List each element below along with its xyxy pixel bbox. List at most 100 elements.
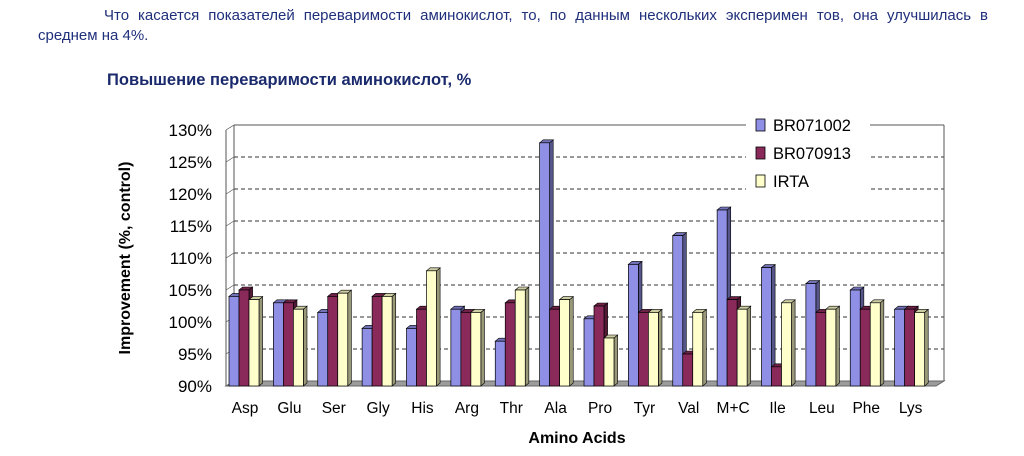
bar <box>416 308 427 387</box>
legend-swatch <box>755 118 766 132</box>
x-tick-label: Ile <box>769 400 785 417</box>
bar <box>648 312 659 387</box>
bar <box>337 292 349 387</box>
bar <box>293 308 304 387</box>
bar <box>849 289 861 387</box>
legend-label: BR070913 <box>773 145 851 163</box>
bar <box>672 235 684 387</box>
bar <box>904 308 915 387</box>
bar-side <box>658 308 663 387</box>
bar <box>361 328 373 387</box>
bar <box>894 308 905 387</box>
bar <box>692 312 704 387</box>
bar <box>914 312 925 387</box>
y-tick-label: 105% <box>169 281 212 300</box>
bar-side <box>258 295 263 387</box>
bar <box>504 302 516 387</box>
bar-side <box>347 289 352 387</box>
bar-side <box>924 308 929 387</box>
bar <box>273 302 284 387</box>
bar <box>726 299 738 387</box>
legend-swatch <box>755 174 766 188</box>
bar-side <box>391 292 397 387</box>
bar <box>805 283 817 387</box>
bar <box>869 302 881 387</box>
bar <box>736 308 748 387</box>
x-tick-label: Val <box>678 400 699 417</box>
gridline-side <box>225 220 235 227</box>
bar <box>716 209 728 387</box>
y-tick-label: 125% <box>169 153 212 172</box>
x-tick-label: Thr <box>500 400 523 417</box>
bar-side <box>524 286 530 387</box>
bar <box>825 308 837 387</box>
bar-side <box>835 305 840 387</box>
bar <box>494 340 506 387</box>
bar-side <box>702 308 707 387</box>
bar <box>470 312 482 387</box>
legend-swatch <box>755 146 766 160</box>
y-tick-label: 100% <box>169 313 212 332</box>
x-tick-label: Leu <box>809 400 835 417</box>
gridline-side <box>225 124 235 131</box>
x-tick-label: Glu <box>277 400 301 417</box>
bar <box>593 305 605 387</box>
x-axis-title: Amino Acids <box>528 430 625 447</box>
chart-title: Повышение переваримости аминокислот, % <box>107 71 472 89</box>
x-tick-label: Asp <box>232 400 259 417</box>
bar <box>539 142 550 387</box>
y-tick-label: 115% <box>170 217 212 236</box>
bar-side <box>746 305 752 387</box>
y-tick-label: 110% <box>170 249 212 268</box>
legend-box <box>746 112 870 192</box>
gridline-side <box>225 156 235 163</box>
gridline-side <box>225 252 235 259</box>
bar <box>761 267 772 387</box>
bar <box>317 312 329 387</box>
bar <box>228 296 240 387</box>
x-tick-label: Arg <box>455 400 479 417</box>
bar <box>514 289 526 387</box>
gridline-side <box>225 284 235 291</box>
bar-side <box>879 299 885 387</box>
bar <box>406 328 417 387</box>
x-tick-label: Ala <box>544 400 567 417</box>
bar <box>638 312 649 387</box>
x-tick-label: Lys <box>899 400 923 417</box>
bar-side <box>569 295 574 387</box>
bar <box>371 296 383 387</box>
x-tick-label: His <box>411 400 434 417</box>
x-tick-label: Tyr <box>634 400 656 417</box>
bar <box>460 312 472 387</box>
bar <box>583 318 595 387</box>
y-tick-label: 130% <box>169 121 212 140</box>
gridline-side <box>225 188 235 195</box>
bar <box>815 312 827 387</box>
bar <box>603 337 615 387</box>
bar <box>559 299 570 387</box>
legend-label: IRTA <box>773 173 809 191</box>
bar-side <box>613 334 618 387</box>
bar-side <box>436 267 441 387</box>
bar <box>682 353 694 387</box>
bar <box>628 264 639 387</box>
x-tick-label: Pro <box>588 400 612 417</box>
y-axis-title: Improvement (%, control) <box>117 162 134 355</box>
x-tick-label: Ser <box>322 400 346 417</box>
bar <box>283 302 294 387</box>
bar-side <box>480 308 485 387</box>
x-tick-label: Gly <box>367 400 391 417</box>
bar <box>771 366 782 387</box>
bar <box>859 308 871 387</box>
x-tick-label: M+C <box>717 400 750 417</box>
bar-side <box>791 299 796 387</box>
legend-label: BR071002 <box>773 117 851 135</box>
bar-side <box>303 305 308 387</box>
bar <box>781 302 792 387</box>
bar <box>450 308 462 387</box>
intro-paragraph: Что касается показателей переваримости а… <box>38 7 988 44</box>
y-tick-label: 90% <box>178 377 212 396</box>
bar <box>327 296 339 387</box>
bar <box>381 296 393 387</box>
